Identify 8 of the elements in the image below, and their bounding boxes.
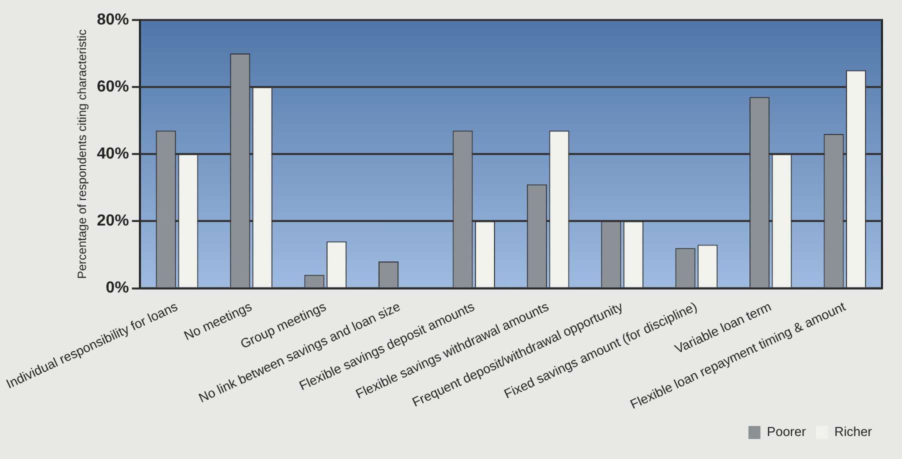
y-tick-label: 80% <box>96 11 129 28</box>
y-tick-label: 60% <box>96 78 129 96</box>
legend-label: Richer <box>834 424 873 440</box>
y-axis-title: Percentage of respondents citing characteristic <box>75 29 90 279</box>
legend-label: Poorer <box>766 424 807 440</box>
y-tick-label: 40% <box>96 146 129 163</box>
y-tick-label: 20% <box>96 212 129 230</box>
y-tick-label: 0% <box>106 280 129 297</box>
